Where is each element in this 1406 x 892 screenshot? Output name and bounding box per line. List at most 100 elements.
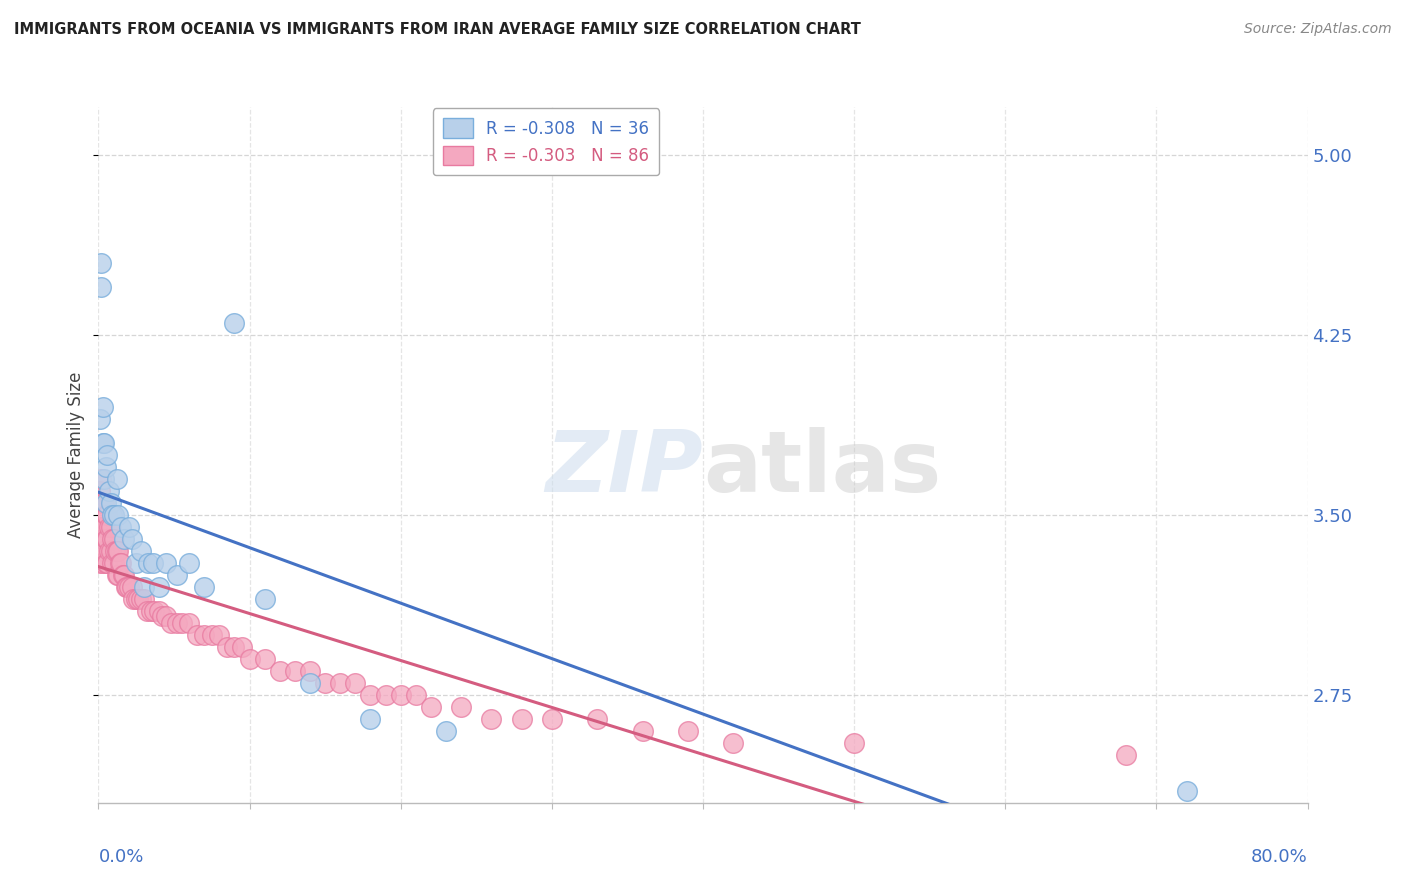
Point [105,544,128,558]
Point [93,544,115,558]
Point [314,676,336,690]
Point [121,580,143,594]
Point [96,532,118,546]
Point [96,448,118,462]
Point [127,591,149,606]
Point [90,280,112,294]
Point [215,640,238,654]
Point [98,520,121,534]
Point [193,628,215,642]
Point [450,699,472,714]
Text: 0.0%: 0.0% [98,848,143,866]
Point [91,556,114,570]
Point [90,520,112,534]
Point [93,520,115,534]
Point [91,520,114,534]
Point [299,664,322,678]
Point [586,712,609,726]
Point [90,496,112,510]
Point [420,699,443,714]
Point [100,520,122,534]
Point [91,532,114,546]
Point [269,664,291,678]
Point [142,556,165,570]
Point [94,459,117,474]
Point [112,532,135,546]
Point [96,508,118,522]
Point [89,556,111,570]
Y-axis label: Average Family Size: Average Family Size [67,372,86,538]
Point [148,580,170,594]
Point [389,688,412,702]
Point [186,628,208,642]
Point [299,676,322,690]
Point [108,556,131,570]
Point [103,508,125,522]
Text: atlas: atlas [703,427,941,510]
Point [101,508,124,522]
Point [434,723,457,738]
Point [231,640,253,654]
Point [103,532,125,546]
Point [170,615,193,630]
Point [90,472,112,486]
Point [114,580,136,594]
Point [94,556,117,570]
Legend: R = -0.308   N = 36, R = -0.303   N = 86: R = -0.308 N = 36, R = -0.303 N = 86 [433,109,659,175]
Point [201,628,224,642]
Point [360,688,382,702]
Point [90,544,112,558]
Point [179,615,201,630]
Point [676,723,699,738]
Point [93,472,115,486]
Point [844,736,866,750]
Point [1175,784,1198,798]
Point [481,712,503,726]
Point [141,604,163,618]
Point [91,400,114,414]
Point [1115,747,1137,762]
Point [160,615,183,630]
Point [98,483,121,498]
Text: ZIP: ZIP [546,427,703,510]
Point [208,628,231,642]
Point [148,604,170,618]
Point [107,544,129,558]
Point [122,591,145,606]
Point [121,532,143,546]
Point [98,544,121,558]
Point [107,508,129,522]
Point [150,608,173,623]
Point [129,591,152,606]
Point [89,483,111,498]
Point [631,723,654,738]
Point [118,520,141,534]
Point [224,640,246,654]
Point [91,436,114,450]
Point [115,580,138,594]
Point [344,676,367,690]
Point [94,532,117,546]
Point [101,532,124,546]
Point [723,736,745,750]
Point [179,556,201,570]
Point [253,652,276,666]
Point [125,591,148,606]
Point [93,496,115,510]
Point [155,608,177,623]
Point [136,556,159,570]
Point [101,556,124,570]
Text: IMMIGRANTS FROM OCEANIA VS IMMIGRANTS FROM IRAN AVERAGE FAMILY SIZE CORRELATION : IMMIGRANTS FROM OCEANIA VS IMMIGRANTS FR… [14,22,860,37]
Point [112,567,135,582]
Point [100,496,122,510]
Point [284,664,307,678]
Point [510,712,533,726]
Text: Source: ZipAtlas.com: Source: ZipAtlas.com [1244,22,1392,37]
Point [94,496,117,510]
Point [105,472,128,486]
Point [132,591,155,606]
Point [224,316,246,330]
Point [110,556,132,570]
Point [360,712,382,726]
Point [111,567,134,582]
